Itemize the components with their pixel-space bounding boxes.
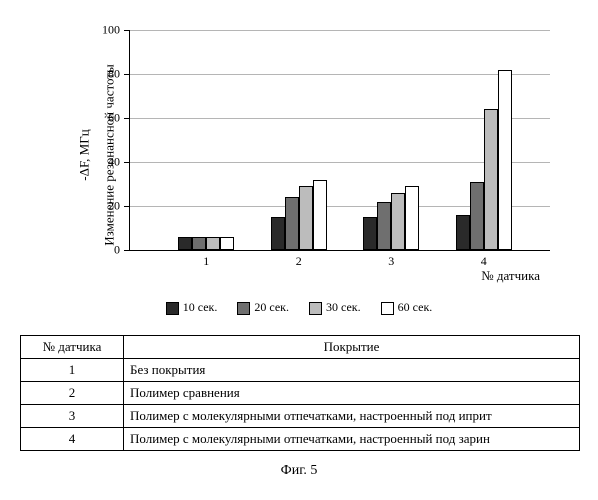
table-row: 2Полимер сравнения [21,382,580,405]
x-tick-label: 2 [296,250,302,269]
coating-table: № датчика Покрытие 1Без покрытия2Полимер… [20,335,580,451]
y-tick-label: 20 [108,199,130,214]
bar [391,193,405,250]
bar [498,70,512,250]
y-axis-label-inner: -ΔF, МГц [77,129,93,180]
bar [220,237,234,250]
legend-item: 20 сек. [237,300,289,315]
bar [192,237,206,250]
legend-swatch [166,302,179,315]
legend-label: 60 сек. [398,300,433,314]
bar [299,186,313,250]
grid-line [130,74,550,75]
bar [285,197,299,250]
legend-swatch [381,302,394,315]
y-tick-label: 40 [108,155,130,170]
bar [313,180,327,250]
legend-item: 10 сек. [166,300,218,315]
x-tick-label: 1 [203,250,209,269]
table-header-coating: Покрытие [124,336,580,359]
table-row: 4Полимер с молекулярными отпечатками, на… [21,428,580,451]
bar [206,237,220,250]
bar [363,217,377,250]
legend: 10 сек. 20 сек. 30 сек. 60 сек. [29,300,569,315]
table-cell-num: 1 [21,359,124,382]
table-header-num: № датчика [21,336,124,359]
legend-label: 30 сек. [326,300,361,314]
plot-area: № датчика 0204060801001234 [129,30,550,251]
bar [456,215,470,250]
bar [484,109,498,250]
table-row: 1Без покрытия [21,359,580,382]
table-cell-num: 3 [21,405,124,428]
y-tick-label: 0 [114,243,130,258]
table-cell-coating: Полимер сравнения [124,382,580,405]
x-tick-label: 3 [388,250,394,269]
legend-swatch [309,302,322,315]
y-tick-label: 100 [102,23,130,38]
table-cell-coating: Полимер с молекулярными отпечатками, нас… [124,405,580,428]
table-cell-num: 4 [21,428,124,451]
table-row: 3Полимер с молекулярными отпечатками, на… [21,405,580,428]
bar [271,217,285,250]
legend-item: 60 сек. [381,300,433,315]
figure-caption: Фиг. 5 [20,463,578,479]
table-cell-coating: Без покрытия [124,359,580,382]
y-tick-label: 60 [108,111,130,126]
legend-item: 30 сек. [309,300,361,315]
bar [377,202,391,250]
legend-label: 20 сек. [254,300,289,314]
bar [405,186,419,250]
bar [178,237,192,250]
legend-label: 10 сек. [183,300,218,314]
bar [470,182,484,250]
y-tick-label: 80 [108,67,130,82]
table-cell-num: 2 [21,382,124,405]
table-cell-coating: Полимер с молекулярными отпечатками, нас… [124,428,580,451]
x-tick-label: 4 [481,250,487,269]
x-axis-label: № датчика [481,250,540,284]
grid-line [130,30,550,31]
legend-swatch [237,302,250,315]
chart-container: Изменение резонансной частоты -ΔF, МГц №… [29,20,569,290]
